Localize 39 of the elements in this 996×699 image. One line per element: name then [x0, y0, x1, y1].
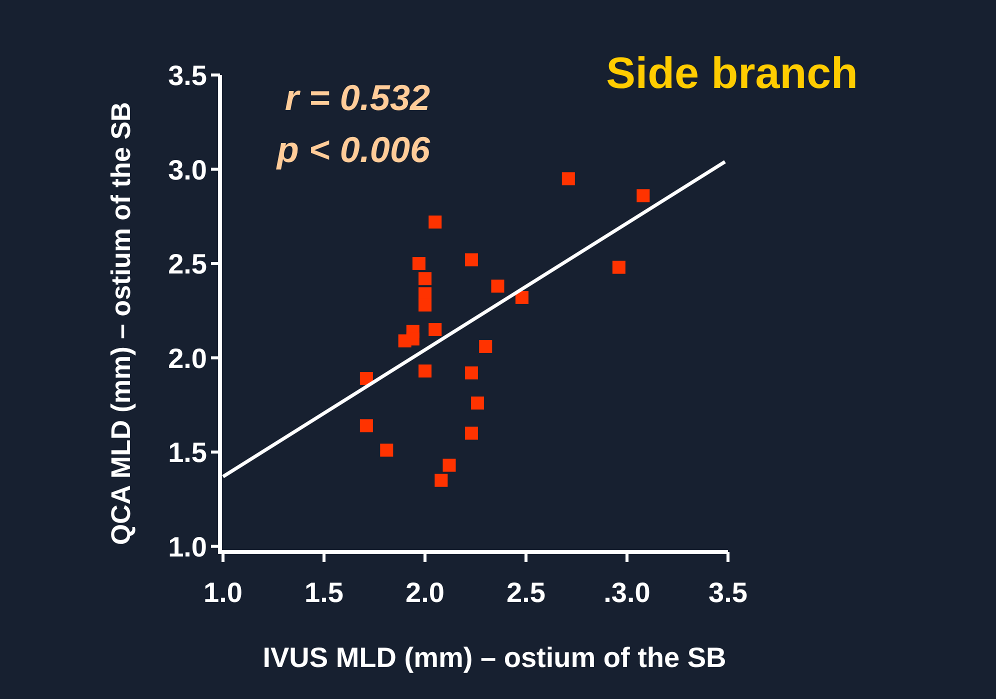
- point: [380, 444, 394, 457]
- point: [442, 458, 456, 472]
- y-axis-title: QCA MLD (mm) – ostium of the SB: [106, 102, 136, 545]
- x-tick-label: 2.0: [406, 577, 444, 608]
- y-tick-label: 2.0: [168, 342, 207, 374]
- point: [418, 272, 432, 286]
- annotation: p < 0.006: [276, 129, 431, 170]
- point: [479, 340, 492, 353]
- point: [418, 364, 432, 378]
- x-tick-label: .3.0: [604, 577, 650, 608]
- point: [562, 172, 575, 186]
- point: [360, 419, 373, 432]
- x-tick-label: 1.5: [304, 577, 344, 608]
- point: [471, 396, 484, 410]
- point: [464, 366, 478, 380]
- x-axis-title: IVUS MLD (mm) – ostium of the SB: [262, 642, 726, 673]
- point: [398, 334, 412, 348]
- point: [612, 260, 626, 274]
- y-tick-label: 3.0: [168, 154, 207, 186]
- x-tick-label: 1.0: [204, 577, 242, 608]
- x-tick-label: 2.5: [506, 577, 546, 608]
- point: [464, 253, 478, 266]
- y-tick-label: 1.5: [168, 437, 207, 468]
- point: [418, 298, 432, 312]
- point: [434, 474, 448, 487]
- chart-title: Side branch: [606, 49, 858, 98]
- point: [360, 372, 373, 386]
- point: [412, 257, 426, 270]
- y-tick-label: 2.5: [168, 248, 207, 280]
- point: [636, 189, 650, 202]
- point: [491, 280, 504, 293]
- point: [428, 216, 442, 229]
- y-tick-label: 1.0: [168, 531, 207, 562]
- point: [464, 426, 478, 440]
- point: [515, 290, 528, 304]
- point: [428, 323, 442, 336]
- annotation: r = 0.532: [284, 77, 430, 118]
- y-tick-label: 3.5: [168, 60, 207, 92]
- x-tick-label: 3.5: [708, 577, 748, 608]
